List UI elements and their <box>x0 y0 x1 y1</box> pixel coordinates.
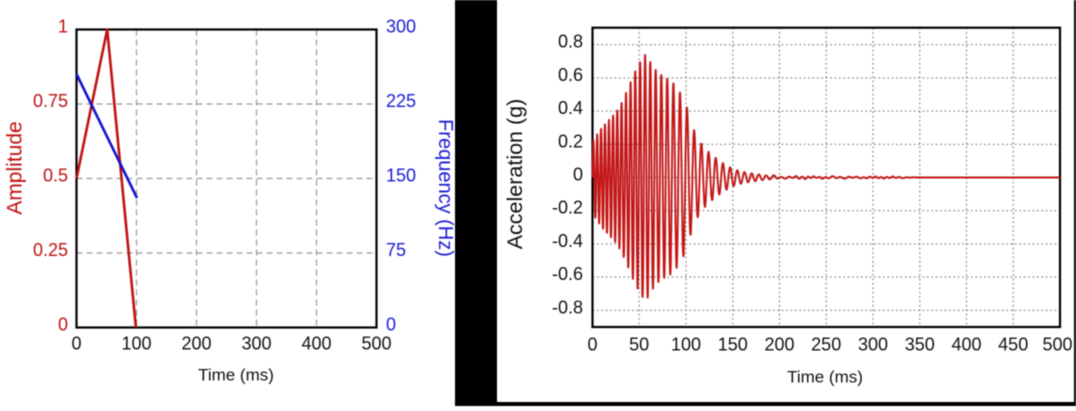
svg-text:-0.2: -0.2 <box>552 198 583 218</box>
svg-text:0.4: 0.4 <box>558 98 583 118</box>
svg-text:75: 75 <box>386 240 406 260</box>
svg-text:0.75: 0.75 <box>33 91 68 111</box>
svg-text:300: 300 <box>241 334 271 354</box>
svg-text:1: 1 <box>58 17 68 37</box>
svg-text:300: 300 <box>386 17 416 37</box>
svg-text:450: 450 <box>998 335 1028 355</box>
svg-text:500: 500 <box>361 334 391 354</box>
svg-text:150: 150 <box>718 335 748 355</box>
svg-text:0.6: 0.6 <box>558 65 583 85</box>
svg-text:Time (ms): Time (ms) <box>787 368 863 387</box>
svg-text:100: 100 <box>671 335 701 355</box>
svg-text:150: 150 <box>386 166 416 186</box>
svg-text:0: 0 <box>573 165 583 185</box>
svg-text:Acceleration (g): Acceleration (g) <box>503 99 527 250</box>
svg-text:-0.6: -0.6 <box>552 264 583 284</box>
svg-text:500: 500 <box>1042 335 1072 355</box>
svg-text:Amplitude: Amplitude <box>4 121 27 214</box>
svg-text:0: 0 <box>587 335 597 355</box>
svg-text:50: 50 <box>629 335 649 355</box>
svg-text:-0.4: -0.4 <box>552 231 583 251</box>
svg-text:400: 400 <box>301 334 331 354</box>
svg-text:-0.8: -0.8 <box>552 297 583 317</box>
svg-text:200: 200 <box>181 334 211 354</box>
svg-text:0: 0 <box>58 315 68 335</box>
svg-text:Frequency (Hz): Frequency (Hz) <box>434 119 456 257</box>
svg-text:0.5: 0.5 <box>43 166 68 186</box>
svg-text:250: 250 <box>811 335 841 355</box>
svg-text:0: 0 <box>71 334 81 354</box>
svg-text:0.2: 0.2 <box>558 131 583 151</box>
svg-text:200: 200 <box>764 335 794 355</box>
svg-text:Time (ms): Time (ms) <box>198 366 274 385</box>
svg-text:350: 350 <box>905 335 935 355</box>
svg-text:0.8: 0.8 <box>558 32 583 52</box>
svg-text:100: 100 <box>121 334 151 354</box>
svg-text:225: 225 <box>386 91 416 111</box>
svg-text:300: 300 <box>858 335 888 355</box>
svg-text:0: 0 <box>386 315 396 335</box>
svg-text:400: 400 <box>951 335 981 355</box>
svg-text:0.25: 0.25 <box>33 240 68 260</box>
